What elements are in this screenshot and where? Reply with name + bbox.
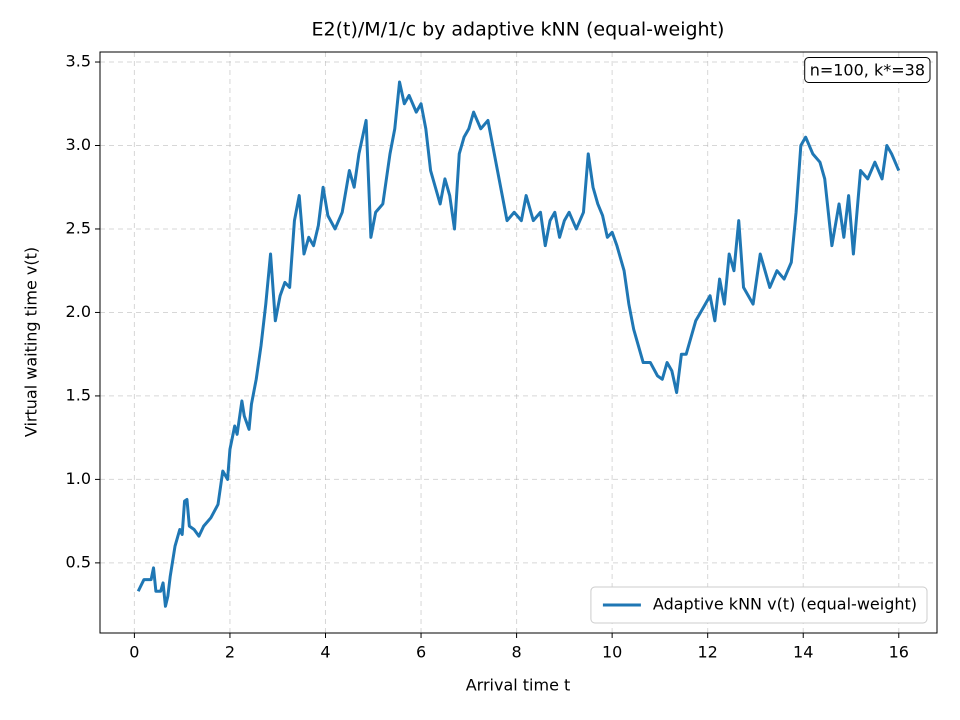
legend-label: Adaptive kNN v(t) (equal-weight) [653,595,917,614]
x-tick-label: 0 [129,643,139,662]
data-line [136,80,901,608]
annotation: n=100, k*=38 [810,61,925,80]
x-tick-label: 2 [225,643,235,662]
legend-box [590,586,928,624]
x-tick-label: 12 [698,643,718,662]
x-tick-label: 8 [511,643,521,662]
y-tick-label: 2.0 [66,302,91,321]
y-axis-label: Virtual waiting time v(t) [22,247,41,437]
y-tick-label: 3.0 [66,135,91,154]
x-tick-label: 16 [889,643,909,662]
y-tick-label: 2.5 [66,218,91,237]
annotation-box [804,57,931,83]
x-tick-label: 6 [416,643,426,662]
y-tick-label: 1.5 [66,385,91,404]
y-tick-label: 0.5 [66,552,91,571]
chart-title: E2(t)/M/1/c by adaptive kNN (equal-weigh… [312,19,725,41]
y-tick-label: 1.0 [66,469,91,488]
x-axis-label: Arrival time t [466,676,571,695]
x-tick-label: 14 [793,643,813,662]
x-tick-label: 4 [320,643,330,662]
plot-frame [99,51,938,634]
y-tick-label: 3.5 [66,52,91,71]
x-tick-label: 10 [602,643,622,662]
